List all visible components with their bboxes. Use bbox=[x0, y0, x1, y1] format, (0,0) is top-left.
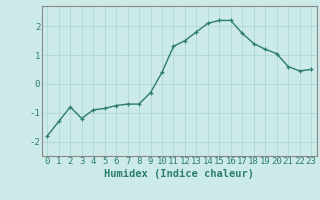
X-axis label: Humidex (Indice chaleur): Humidex (Indice chaleur) bbox=[104, 169, 254, 179]
